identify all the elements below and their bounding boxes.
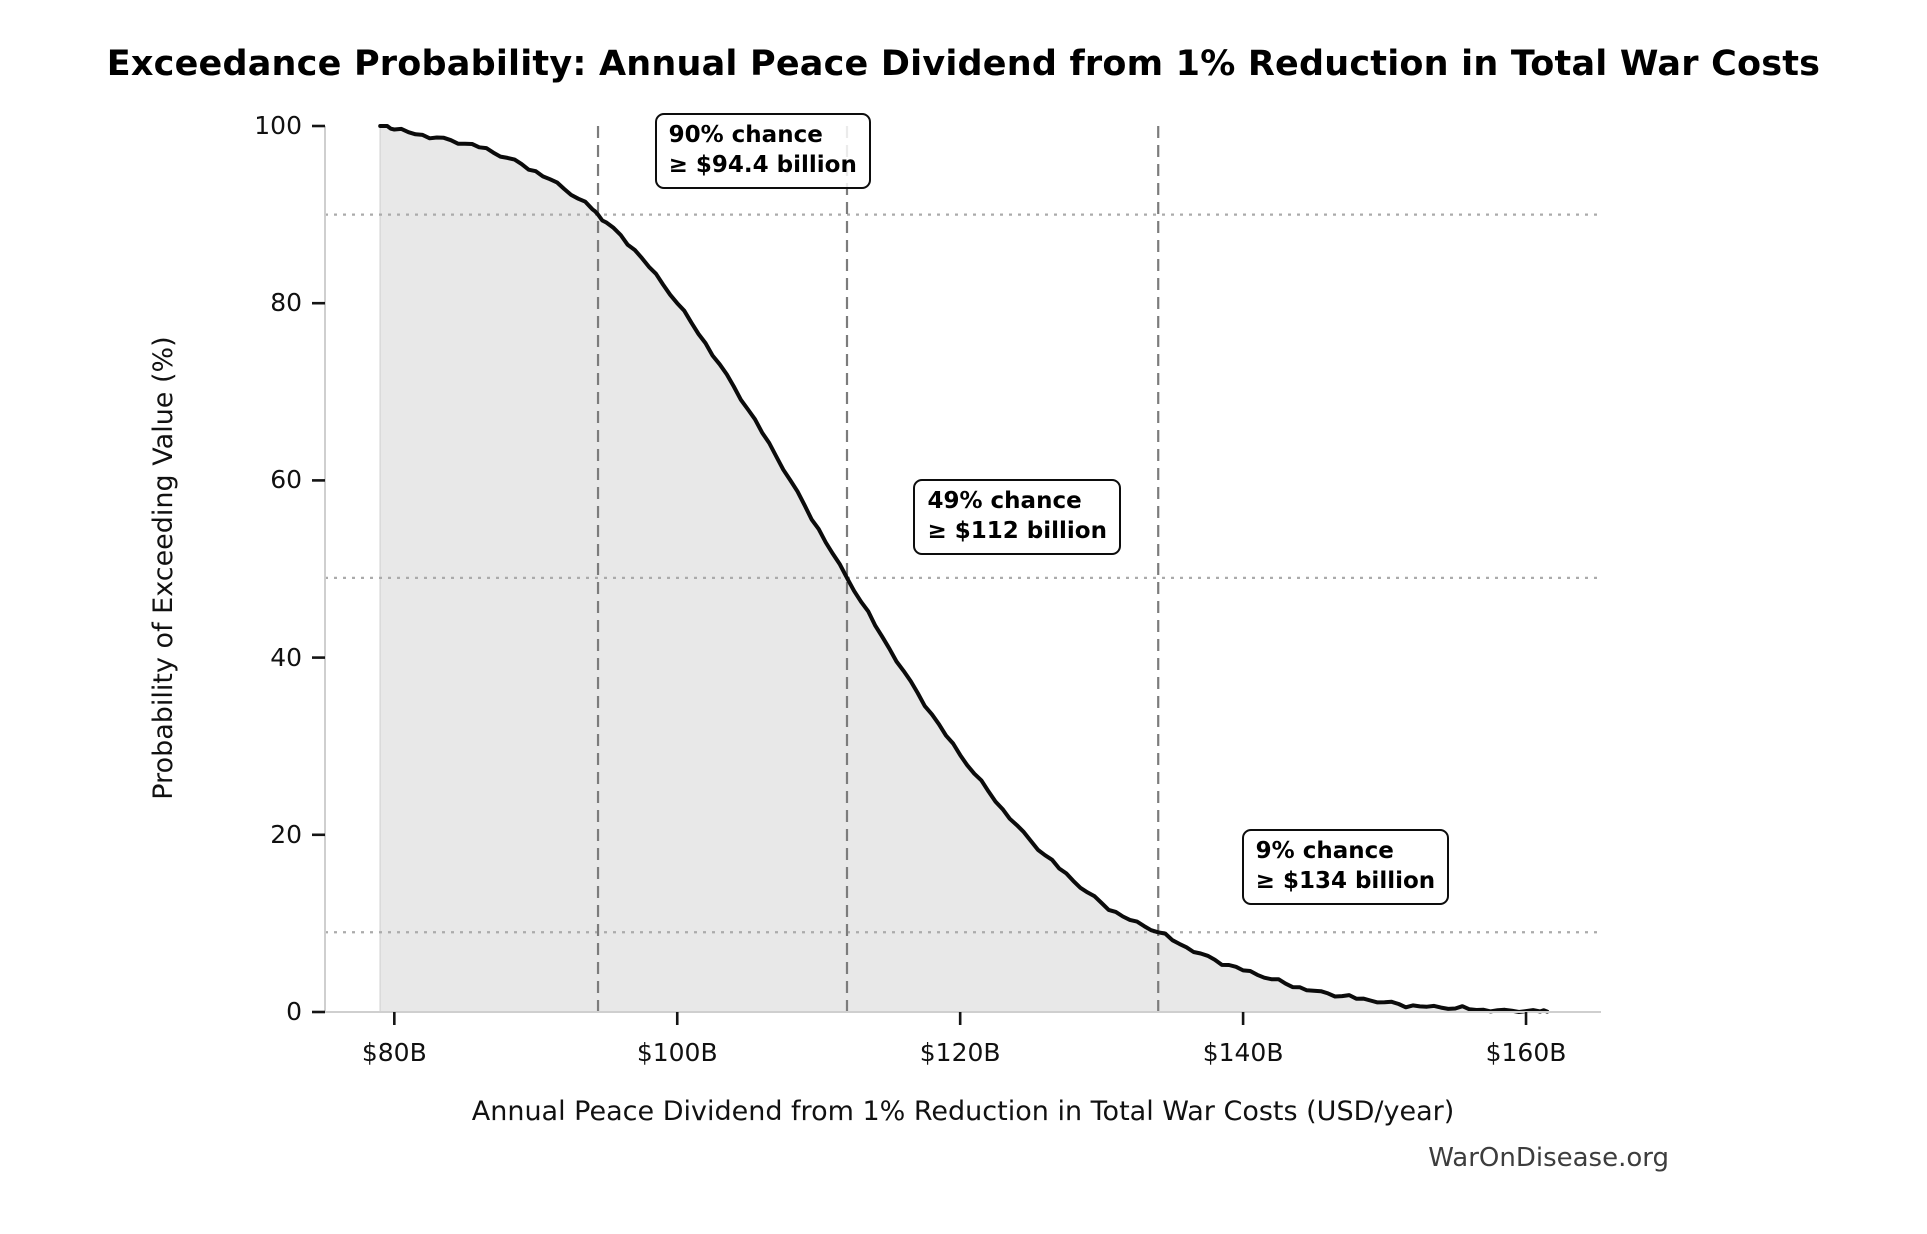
annotation-chance-text: 9% chance bbox=[1255, 837, 1394, 864]
chart-title: Exceedance Probability: Annual Peace Div… bbox=[106, 44, 1821, 84]
y-tick-label-80: 80 bbox=[270, 288, 302, 318]
x-tick-label-120: $120B bbox=[919, 1038, 1001, 1067]
y-tick-label-0: 0 bbox=[286, 997, 302, 1026]
x-tick-label-80: $80B bbox=[361, 1038, 427, 1067]
x-axis-label: Annual Peace Dividend from 1% Reduction … bbox=[471, 1096, 1455, 1127]
annotation-value-text: ≥ $134 billion bbox=[1255, 867, 1436, 894]
annotation-chance-text: 49% chance bbox=[927, 487, 1082, 514]
watermark-text: WarOnDisease.org bbox=[1428, 1143, 1669, 1173]
annotation-box-1: 90% chance ≥ $94.4 billion bbox=[654, 112, 871, 189]
x-tick-label-160: $160B bbox=[1485, 1038, 1567, 1067]
annotation-value-text: ≥ $112 billion bbox=[927, 517, 1107, 544]
annotation-chance-text: 90% chance bbox=[668, 121, 823, 148]
annotation-value-text: ≥ $94.4 billion bbox=[668, 151, 857, 178]
curve-fill bbox=[380, 126, 1548, 1012]
y-tick-label-60: 60 bbox=[270, 465, 302, 495]
y-axis-label: Probability of Exceeding Value (%) bbox=[148, 336, 179, 800]
curve-line bbox=[378, 124, 1550, 1014]
y-tick-label-40: 40 bbox=[270, 642, 302, 672]
x-tick-label-100: $100B bbox=[636, 1038, 718, 1067]
y-tick-label-20: 20 bbox=[270, 819, 302, 849]
y-tick-label-100: 100 bbox=[254, 111, 302, 140]
x-tick-label-140: $140B bbox=[1202, 1038, 1284, 1067]
annotation-box-2: 49% chance ≥ $112 billion bbox=[913, 478, 1121, 555]
annotation-box-3: 9% chance ≥ $134 billion bbox=[1241, 828, 1450, 905]
